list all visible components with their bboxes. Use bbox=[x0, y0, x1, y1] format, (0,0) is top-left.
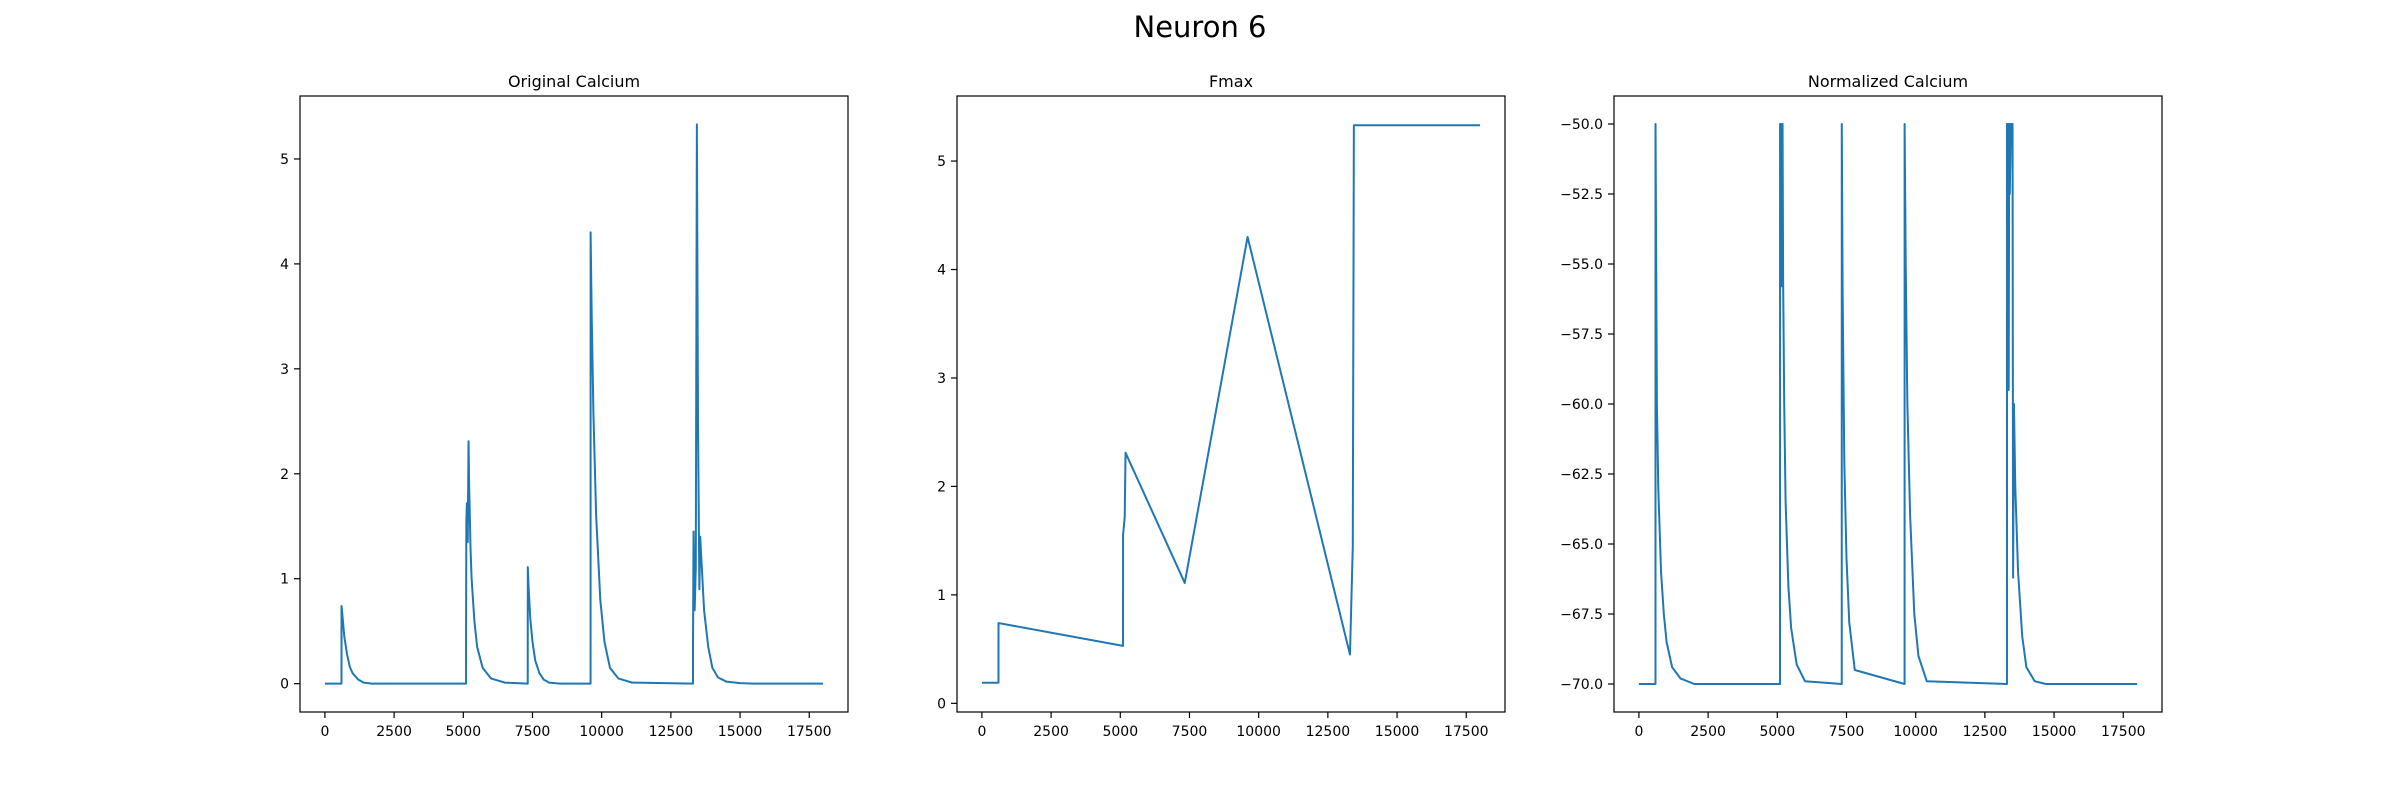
x-tick-label: 10000 bbox=[1893, 724, 1938, 740]
x-tick-label: 15000 bbox=[1375, 724, 1420, 740]
panel-original-calcium: Original Calcium 0 2500 5000 7500 10000 12500… bbox=[280, 72, 849, 740]
series-line-normalized bbox=[1638, 123, 2138, 685]
y-tick-label: 5 bbox=[937, 154, 946, 170]
tick-layer: 0 2500 5000 7500 10000 12500 15000 17500 −70.0 −6… bbox=[1560, 117, 2145, 740]
x-tick-label: 17500 bbox=[2101, 724, 2146, 740]
axes-frame bbox=[956, 95, 1506, 713]
y-tick-label: 3 bbox=[280, 362, 289, 378]
tick-layer: 0 2500 5000 7500 10000 12500 15000 17500 0 1 2 3 4 5 bbox=[937, 154, 1488, 740]
x-tick-label: 7500 bbox=[1829, 724, 1865, 740]
series-line-calcium bbox=[324, 123, 824, 685]
x-tick-label: 12500 bbox=[649, 724, 694, 740]
panel-title: Fmax bbox=[1209, 72, 1253, 91]
y-tick-label: 3 bbox=[937, 371, 946, 387]
x-tick-label: 5000 bbox=[1759, 724, 1795, 740]
y-tick-label: −70.0 bbox=[1560, 677, 1603, 693]
x-tick-label: 10000 bbox=[579, 724, 624, 740]
x-tick-label: 15000 bbox=[2032, 724, 2077, 740]
y-tick-label: −57.5 bbox=[1560, 327, 1603, 343]
y-tick-label: −52.5 bbox=[1560, 187, 1603, 203]
x-tick-label: 5000 bbox=[445, 724, 481, 740]
y-tick-label: 4 bbox=[937, 263, 946, 279]
x-tick-label: 7500 bbox=[1172, 724, 1208, 740]
x-tick-label: 12500 bbox=[1963, 724, 2008, 740]
x-tick-label: 10000 bbox=[1236, 724, 1281, 740]
y-tick-label: 2 bbox=[937, 479, 946, 495]
y-tick-label: 0 bbox=[280, 677, 289, 693]
x-tick-label: 2500 bbox=[1690, 724, 1726, 740]
panel-fmax: Fmax 0 2500 5000 7500 10000 12500 15000 17500 0 1… bbox=[937, 72, 1506, 740]
x-tick-label: 0 bbox=[320, 724, 329, 740]
x-tick-label: 2500 bbox=[376, 724, 412, 740]
y-tick-label: −50.0 bbox=[1560, 117, 1603, 133]
tick-layer: 0 2500 5000 7500 10000 12500 15000 17500 0 1 2 3 4 5 bbox=[280, 152, 831, 740]
panel-title: Original Calcium bbox=[508, 72, 640, 91]
series-line-fmax bbox=[981, 124, 1481, 684]
y-tick-label: −67.5 bbox=[1560, 607, 1603, 623]
panel-title: Normalized Calcium bbox=[1808, 72, 1968, 91]
x-tick-label: 0 bbox=[1634, 724, 1643, 740]
y-tick-label: 1 bbox=[937, 588, 946, 604]
x-tick-label: 17500 bbox=[1444, 724, 1489, 740]
x-tick-label: 2500 bbox=[1033, 724, 1069, 740]
x-tick-label: 12500 bbox=[1306, 724, 1351, 740]
y-tick-label: 2 bbox=[280, 467, 289, 483]
y-tick-label: 1 bbox=[280, 572, 289, 588]
y-tick-label: −55.0 bbox=[1560, 257, 1603, 273]
axes-frame bbox=[1613, 95, 2163, 713]
x-tick-label: 0 bbox=[977, 724, 986, 740]
x-tick-label: 17500 bbox=[787, 724, 832, 740]
y-tick-label: 5 bbox=[280, 152, 289, 168]
figure-title: Neuron 6 bbox=[1134, 10, 1267, 44]
y-tick-label: 0 bbox=[937, 696, 946, 712]
x-tick-label: 5000 bbox=[1102, 724, 1138, 740]
y-tick-label: −65.0 bbox=[1560, 537, 1603, 553]
axes-frame bbox=[299, 95, 849, 713]
y-tick-label: −60.0 bbox=[1560, 397, 1603, 413]
x-tick-label: 15000 bbox=[718, 724, 763, 740]
panel-normalized-calcium: Normalized Calcium 0 2500 5000 7500 10000 125… bbox=[1560, 72, 2163, 740]
x-tick-label: 7500 bbox=[515, 724, 551, 740]
y-tick-label: 4 bbox=[280, 257, 289, 273]
y-tick-label: −62.5 bbox=[1560, 467, 1603, 483]
